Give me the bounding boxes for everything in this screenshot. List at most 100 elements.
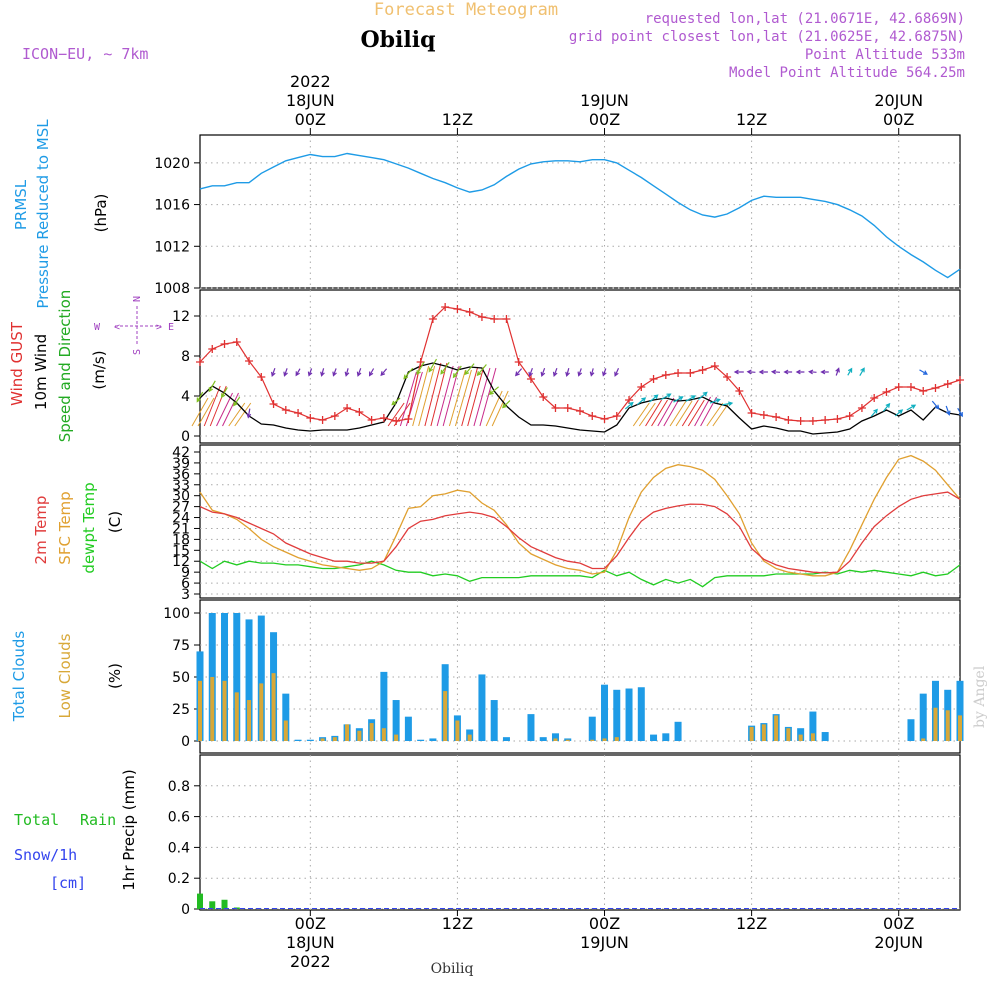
wind-direction-arrow [783,369,793,375]
wind-direction-arrow [221,387,228,399]
time-label-top: 18JUN [286,91,335,110]
gust-point [612,412,621,420]
gust-point [477,313,486,321]
wind-direction-arrow [428,358,438,373]
gust-point [661,371,670,379]
point-altitude: Point Altitude 533m [805,47,965,63]
gust-point [441,303,450,311]
time-label-bottom: 00Z [883,914,914,933]
y-tick-label: 33 [172,478,190,494]
total-cloud-bar [907,719,915,741]
gust-point [404,415,413,423]
wind-direction-arrow [540,367,546,377]
time-label-top: 12Z [736,110,767,129]
wind-direction-arrow [722,401,734,407]
gust-point [588,412,597,420]
wind-direction-arrow [332,368,337,377]
gust-point [956,376,964,384]
wind-direction-arrow [602,368,607,377]
gust-point [747,409,756,417]
temperature-series [199,454,961,588]
y-tick-label: 0 [181,734,190,750]
time-label-bottom: 2022 [290,952,331,971]
total-cloud-bar [502,737,510,741]
wind-hatch-line [412,365,430,427]
gust-point [906,383,915,391]
wind-direction-arrow [196,391,204,403]
precip-label-snow: Snow/1h [14,846,77,864]
y-tick-label: 9 [181,565,190,581]
low-cloud-bar [283,720,288,741]
wind-hatch-line [234,402,252,427]
wind-direction-arrow [649,394,659,403]
wind-direction-arrow [452,365,462,379]
gust-point [416,358,425,366]
low-cloud-bar [357,730,362,741]
gust-point [710,362,719,370]
total-cloud-bar [257,615,265,741]
wind-hatch-line [712,402,730,427]
wind-direction-arrow [770,369,781,375]
gust-point [490,315,499,323]
total-cloud-bar [551,733,559,741]
total-cloud-bar [306,739,314,741]
total-cloud-bar [650,734,658,741]
wind-direction-arrow [614,368,620,377]
wind-panel: Wind GUST 10m Wind Speed and Direction (… [8,289,964,445]
pressure-label-prmsl: PRMSL [12,179,30,230]
y-tick-label: 50 [172,670,190,686]
wind-direction-arrow [440,361,450,375]
y-tick-label: 30 [172,489,190,505]
gust-point [318,416,327,424]
gust-point [257,373,266,381]
total-cloud-bar [392,700,400,741]
wind-direction-arrow [660,393,672,401]
wind-hatch-line [491,390,509,427]
gust-point [931,384,940,392]
low-cloud-bar [247,700,252,741]
gust-point [674,369,683,377]
y-tick-label: 1020 [154,156,190,172]
y-tick-label: 4 [181,389,190,405]
wind-direction-arrow [295,368,301,377]
time-label-top: 20JUN [874,91,923,110]
wind-hatch-line [675,400,693,427]
low-cloud-bar [761,724,766,741]
gust-point [894,383,903,391]
temperature-frame [199,444,961,599]
wind-direction-arrow [835,367,840,376]
total-cloud-bar [380,671,388,741]
total-cloud-bar [417,739,425,741]
low-cloud-bar [749,726,754,741]
y-tick-label: 21 [172,521,190,537]
gust-point [637,383,646,391]
wind-hatch-line [687,399,705,427]
wind-hatch-line [448,369,466,427]
y-tick-label: 75 [172,638,190,654]
time-axis-top: 202218JUN00Z12Z19JUN00Z12Z20JUN00Z12Z [286,72,923,135]
location-title: Obiliq [360,27,435,53]
gust-point [808,417,817,425]
low-cloud-bar [381,728,386,741]
low-cloud-bar [210,677,215,741]
y-tick-label: 1016 [154,198,190,214]
sfc-temp-line [199,454,961,577]
y-tick-label: 25 [172,702,190,718]
wind-direction-arrow [945,405,951,416]
y-tick-label: 12 [172,309,190,325]
wind-hatch-line [706,402,724,427]
low-cloud-bar [394,734,399,741]
wind-direction-arrow [894,409,904,417]
wind-hatch-line [681,399,699,427]
gust-point [208,345,217,353]
temp-label-dewpt: dewpt Temp [80,482,98,573]
precip-frame [199,754,961,911]
total-cloud-bar [809,711,817,741]
wind-series [191,303,964,435]
gust-point [735,387,744,395]
footer-location: Obiliq [431,961,474,977]
pressure-panel: PRMSL Pressure Reduced to MSL (hPa) 1008… [12,119,961,309]
gust-point [343,404,352,412]
temp-label-2m: 2m Temp [32,496,50,565]
wind-hatch-line [191,397,209,427]
